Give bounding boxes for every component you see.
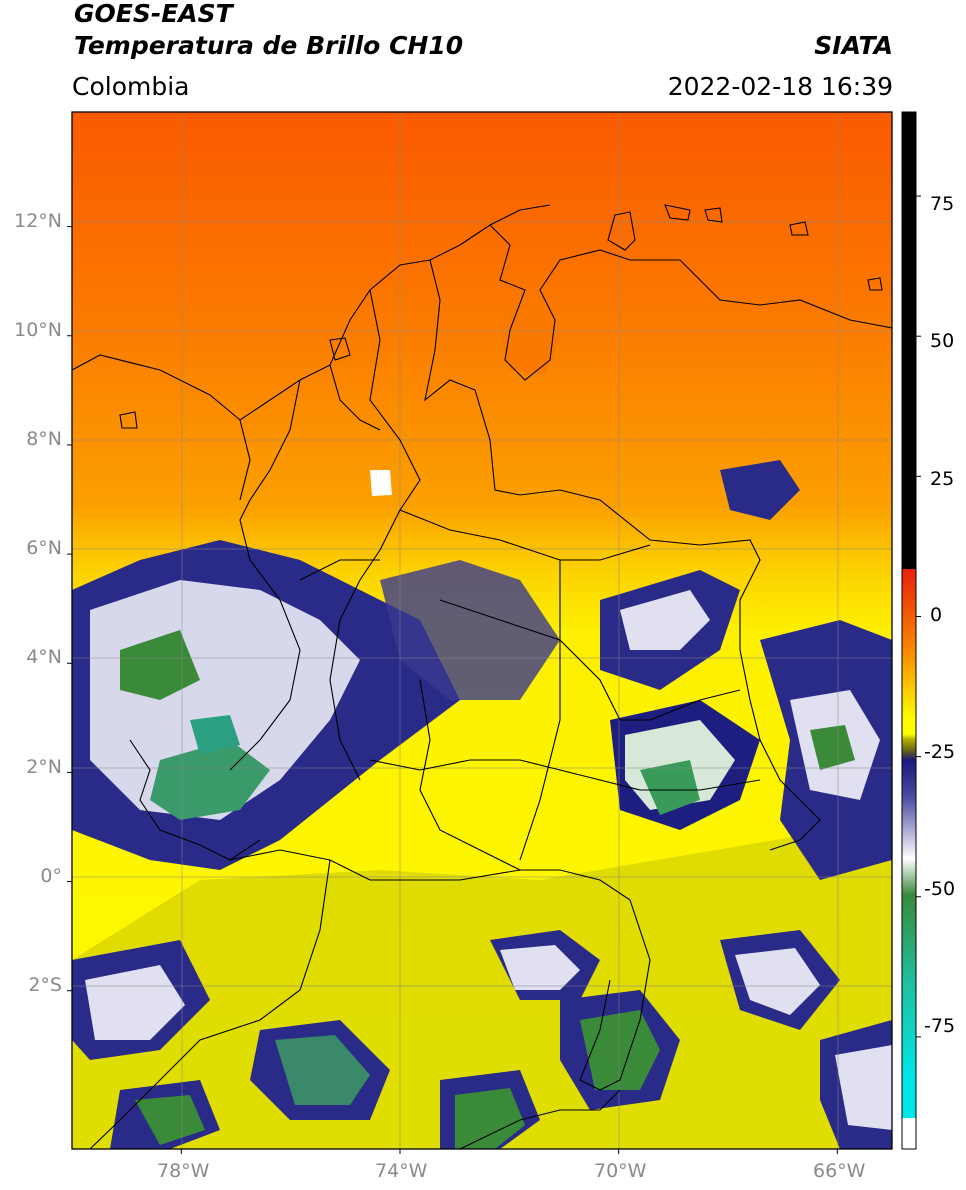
lat-label-10n: 10°N <box>14 319 62 341</box>
cbar-label-0: 0 <box>930 604 943 626</box>
satellite-title: GOES-EAST <box>74 0 233 28</box>
graticule <box>72 112 892 1149</box>
map-ticks <box>67 226 838 1154</box>
colorbar-frame <box>901 111 917 1150</box>
lat-label-4n: 4°N <box>26 646 62 668</box>
datetime-label: 2022-02-18 16:39 <box>667 72 893 101</box>
lat-label-8n: 8°N <box>26 428 62 450</box>
lon-label-70w: 70°W <box>594 1160 647 1182</box>
satellite-imagery <box>72 112 892 1149</box>
cbar-label-neg50: -50 <box>924 878 956 900</box>
product-title: Temperatura de Brillo CH10 <box>74 31 464 60</box>
colorbar-ticks <box>916 195 921 1038</box>
cbar-label-neg25: -25 <box>924 741 956 763</box>
lat-label-2n: 2°N <box>26 756 62 778</box>
region-label: Colombia <box>72 72 190 101</box>
political-boundaries <box>72 204 892 1149</box>
colorbar <box>902 112 916 1149</box>
cbar-label-neg75: -75 <box>924 1015 956 1037</box>
lat-label-6n: 6°N <box>26 537 62 559</box>
lat-label-12n: 12°N <box>14 210 62 232</box>
cbar-label-75: 75 <box>930 193 955 215</box>
map-frame <box>71 111 893 1150</box>
lat-label-0: 0° <box>40 865 62 887</box>
cbar-label-25: 25 <box>930 468 955 490</box>
agency-label: SIATA <box>814 31 893 60</box>
lon-label-78w: 78°W <box>157 1160 210 1182</box>
lat-label-2s: 2°S <box>28 974 62 996</box>
lon-label-74w: 74°W <box>375 1160 428 1182</box>
cbar-label-50: 50 <box>930 330 955 352</box>
lon-label-66w: 66°W <box>813 1160 866 1182</box>
